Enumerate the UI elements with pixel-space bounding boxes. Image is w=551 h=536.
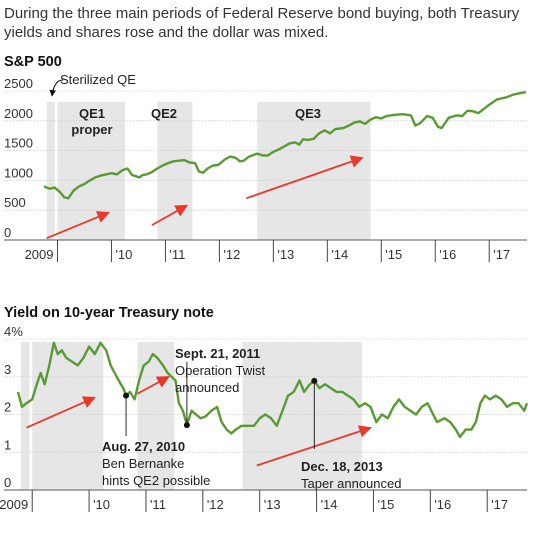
chart1-shaded-period: [46, 102, 55, 240]
chart1-x-tick-label: '13: [277, 247, 294, 262]
chart1-x-tick-label: '14: [331, 247, 348, 262]
chart2-series-line: [16, 341, 529, 439]
chart2-shaded-period: [32, 342, 104, 490]
qe2-label: QE2: [151, 106, 177, 121]
event-description: Taper announced: [301, 476, 401, 491]
chart2-x-tick-label: '16: [434, 497, 451, 512]
chart1-y-tick-label: 500: [4, 195, 26, 210]
chart1-trend-arrow: [246, 155, 364, 200]
chart1-x-tick-label: 2009: [25, 247, 54, 262]
chart1-x-tick-label: '10: [115, 247, 132, 262]
chart1-y-tick-label: 0: [4, 225, 11, 240]
event-marker-dot: [311, 377, 318, 384]
event-description: Operation Twist: [175, 363, 265, 378]
chart1-x-tick-label: '12: [223, 247, 240, 262]
chart2-x-tick-label: '15: [377, 497, 394, 512]
chart2-y-tick-label: 4%: [4, 324, 23, 339]
chart2-y-tick-label: 3: [4, 362, 11, 377]
chart2-y-tick-label: 1: [4, 437, 11, 452]
event-date-label: Dec. 18, 2013: [301, 459, 383, 474]
qe1-label: QE1: [79, 106, 105, 121]
chart2-y-tick-label: 2: [4, 400, 11, 415]
chart2-x-tick-label: '13: [264, 497, 281, 512]
qe1-proper-label: proper: [71, 122, 112, 137]
qe3-label: QE3: [295, 106, 321, 121]
chart1-trend-arrow: [151, 204, 189, 226]
chart1-y-tick-label: 1500: [4, 136, 33, 151]
chart2-trend-arrow: [137, 375, 170, 395]
chart2-x-tick-label: '17: [491, 497, 508, 512]
sterilized-qe-label: Sterilized QE: [60, 72, 136, 87]
event-description: Ben Bernanke: [102, 456, 184, 471]
chart2-x-tick-label: '10: [93, 497, 110, 512]
chart2-shaded-period: [20, 342, 30, 490]
chart2-x-tick-label: '14: [321, 497, 338, 512]
event-description: announced: [175, 380, 239, 395]
chart1-x-tick-label: '16: [439, 247, 456, 262]
event-marker-dot: [123, 392, 130, 399]
chart1-x-tick-label: '15: [385, 247, 402, 262]
chart1-shaded-period: [157, 102, 193, 240]
chart1-trend-arrow: [46, 211, 110, 240]
chart2-title: Yield on 10-year Treasury note: [4, 305, 214, 321]
chart-intro: During the three main periods of Federal…: [4, 5, 520, 41]
sterilized-qe-pointer: [49, 79, 64, 97]
chart1-x-tick-label: '17: [493, 247, 510, 262]
chart1-title: S&P 500: [4, 54, 62, 70]
chart2-x-tick-label: '12: [207, 497, 224, 512]
chart2-trend-arrow: [256, 425, 372, 467]
chart2-trend-arrow: [26, 396, 96, 429]
chart2-y-tick-label: 0: [4, 475, 11, 490]
event-date-label: Sept. 21, 2011: [175, 346, 260, 361]
chart1-x-tick-label: '11: [169, 247, 185, 262]
event-marker-dot: [183, 422, 190, 429]
chart2-x-tick-label: 2009: [0, 497, 28, 512]
event-date-label: Aug. 27, 2010: [102, 439, 185, 454]
chart1-shaded-period: [57, 102, 125, 240]
chart2-x-tick-label: '11: [150, 497, 166, 512]
chart1-y-tick-label: 1000: [4, 165, 33, 180]
chart1-y-tick-label: 2000: [4, 106, 33, 121]
chart1-series-line: [43, 91, 527, 200]
chart1-y-tick-label: 2500: [4, 76, 33, 91]
event-description: hints QE2 possible: [102, 473, 210, 488]
